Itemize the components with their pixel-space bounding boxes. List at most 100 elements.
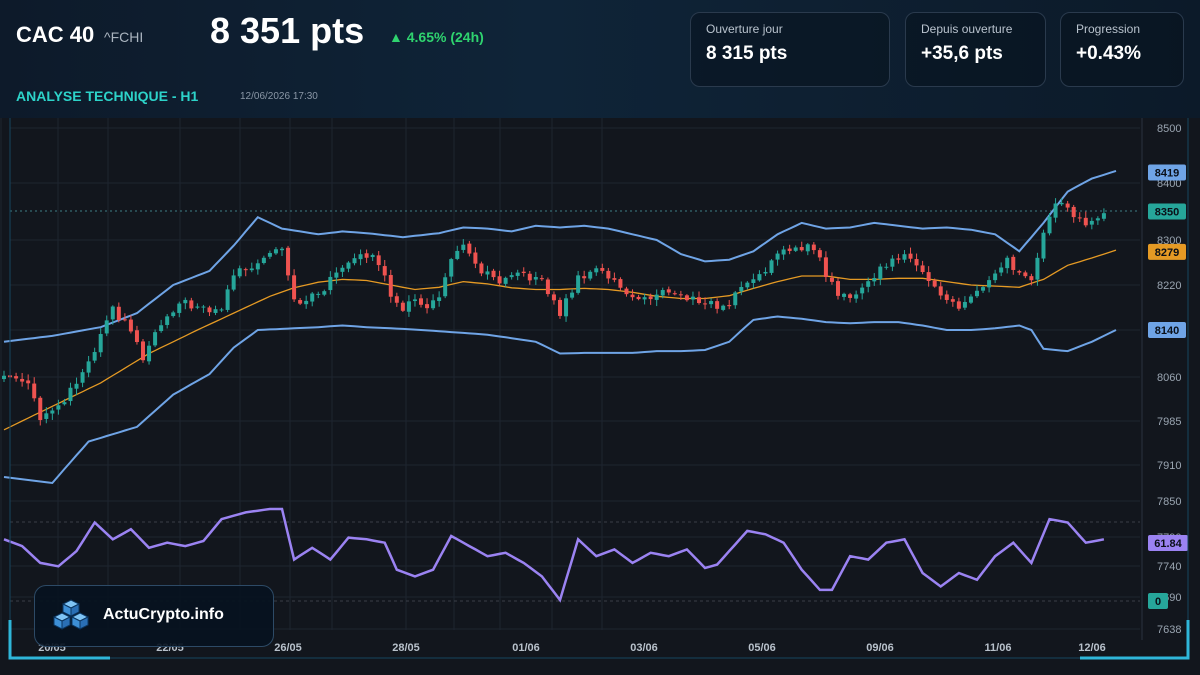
candle-bearish (122, 319, 127, 321)
candle-bullish (533, 277, 538, 280)
time-axis: 20/05 22/05 26/05 28/05 01/06 03/06 05/06 09/06… (38, 642, 1106, 654)
stat-card-open: Ouverture jour 8 315 pts (690, 12, 890, 87)
price-tick-label: 8500 (1157, 123, 1181, 135)
candle-bearish (624, 288, 629, 295)
candlesticks (2, 198, 1106, 426)
candle-bullish (406, 301, 411, 312)
candle-bearish (497, 276, 502, 284)
candle-bullish (165, 316, 170, 325)
candle-bearish (914, 259, 919, 266)
candle-bullish (249, 268, 254, 271)
date-tick-label: 28/05 (392, 642, 420, 654)
candle-bearish (298, 300, 303, 304)
candle-bearish (666, 289, 671, 293)
price-marker-text: 8419 (1155, 168, 1179, 180)
candle-bullish (346, 262, 351, 269)
candle-bullish (745, 282, 750, 288)
candle-bullish (370, 254, 375, 258)
candle-bullish (890, 258, 895, 267)
analysis-title: ANALYSE TECHNIQUE - H1 (16, 88, 199, 104)
rsi-marker (1148, 593, 1168, 609)
candle-bearish (545, 279, 550, 295)
candle-bearish (630, 294, 635, 298)
price-tick-label: 7638 (1157, 624, 1181, 636)
candle-bearish (672, 293, 677, 295)
date-tick-label: 11/06 (985, 642, 1012, 654)
candle-bearish (956, 301, 961, 309)
candle-bearish (116, 306, 121, 321)
candle-bullish (721, 305, 726, 310)
price-marker (1148, 164, 1186, 181)
brand-watermark[interactable]: ActuCrypto.info (34, 585, 274, 647)
candle-bearish (1071, 206, 1076, 218)
candle-bullish (1095, 218, 1100, 221)
candle-bullish (340, 267, 345, 272)
price-tick-label: 7910 (1157, 460, 1181, 472)
rsi-indicator (3, 507, 1105, 603)
candle-bullish (213, 309, 218, 313)
candle-bullish (690, 296, 695, 300)
candle-bullish (44, 413, 49, 419)
candle-bearish (950, 299, 955, 302)
candle-bearish (848, 294, 853, 298)
candle-bullish (902, 254, 907, 260)
candle-bullish (80, 372, 85, 383)
candle-bearish (932, 280, 937, 287)
candle-bearish (473, 252, 478, 264)
candle-bullish (255, 263, 260, 270)
timestamp: 12/06/2026 17:30 (240, 91, 318, 102)
brand-name: ActuCrypto.info (103, 606, 224, 623)
candle-bullish (183, 299, 188, 304)
symbol-name: CAC 40 (16, 22, 95, 47)
candle-bullish (1101, 213, 1106, 219)
candle-bearish (799, 247, 804, 251)
candle-bullish (642, 297, 647, 300)
candle-bearish (836, 281, 840, 296)
candle-bearish (207, 307, 212, 313)
candle-bullish (485, 271, 490, 275)
candle-bearish (189, 300, 194, 309)
candle-bullish (866, 281, 871, 287)
candle-bullish (509, 275, 514, 278)
candle-bullish (98, 333, 103, 353)
price-axis: 8500840083008220814080607985791078507790… (1141, 118, 1181, 640)
candle-bearish (606, 270, 611, 279)
candle-bullish (2, 375, 6, 380)
candle-bearish (400, 302, 405, 311)
stat-value: +35,6 pts (921, 43, 1003, 64)
price-marker-text: 8279 (1155, 247, 1179, 259)
stat-value: 8 315 pts (706, 43, 788, 64)
candle-bearish (364, 253, 369, 258)
candle-bearish (908, 253, 913, 259)
candle-bearish (388, 275, 393, 297)
candle-bullish (515, 272, 520, 276)
date-tick-label: 09/06 (866, 642, 894, 654)
candle-bearish (141, 341, 145, 361)
candle-bullish (1005, 257, 1010, 269)
candle-bearish (20, 378, 25, 382)
candle-bullish (171, 312, 176, 317)
candle-bullish (975, 290, 979, 297)
candle-bullish (962, 301, 967, 308)
candle-bearish (920, 265, 925, 273)
price-tick-label: 8060 (1157, 372, 1181, 384)
candle-bearish (1065, 203, 1070, 208)
price-marker (1148, 243, 1186, 260)
ticker-code: ^FCHI (104, 29, 144, 45)
candle-bullish (733, 292, 738, 306)
candle-bearish (1029, 276, 1034, 281)
candle-bearish (727, 305, 732, 307)
candle-bearish (419, 298, 423, 305)
candle-bearish (467, 243, 472, 254)
candle-bullish (793, 247, 798, 251)
candle-bullish (50, 410, 55, 414)
candle-bullish (1041, 232, 1046, 259)
candle-bullish (225, 289, 230, 310)
rsi-line (3, 507, 1105, 603)
candle-bearish (14, 376, 19, 379)
candle-bearish (243, 269, 248, 271)
date-tick-label: 01/06 (512, 642, 540, 654)
candle-bullish (201, 306, 206, 308)
candle-bearish (715, 301, 720, 309)
